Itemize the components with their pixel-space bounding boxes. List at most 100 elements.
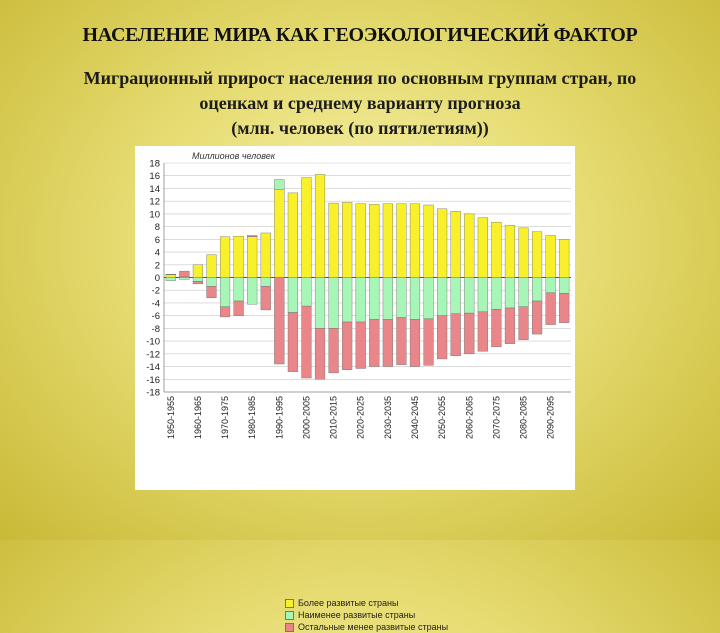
bar-other bbox=[342, 321, 353, 370]
bar-least bbox=[301, 277, 312, 307]
bar-other bbox=[328, 328, 339, 374]
chart-legend: Более развитые страны Наименее развитые с… bbox=[285, 597, 615, 633]
x-tick-label: 2060-2065 bbox=[464, 396, 474, 439]
bar-least bbox=[504, 277, 516, 309]
bar-other bbox=[464, 312, 475, 355]
bar-least bbox=[559, 277, 570, 294]
bar-least bbox=[423, 277, 434, 320]
bar-least bbox=[382, 277, 393, 320]
bar-least bbox=[219, 277, 231, 307]
y-tick-label: 18 bbox=[149, 159, 160, 170]
bar-least bbox=[206, 277, 217, 287]
subtitle-line-1: Миграционный прирост населения по основн… bbox=[83, 68, 637, 88]
legend-item-other: Остальные менее развитые страны bbox=[285, 621, 615, 633]
bar-other bbox=[477, 311, 488, 352]
x-tick-label: 1950-1955 bbox=[166, 396, 176, 439]
bar-developed bbox=[396, 203, 407, 278]
y-tick-label: -8 bbox=[152, 324, 160, 335]
y-tick-label: 6 bbox=[155, 235, 160, 246]
subtitle-line-2: оценкам и среднему варианту прогноза bbox=[199, 93, 521, 113]
legend-label: Более развитые страны bbox=[298, 598, 399, 608]
x-tick-label: 1970-1975 bbox=[220, 396, 230, 439]
bar-other bbox=[504, 307, 516, 344]
y-tick-label: 16 bbox=[149, 171, 160, 182]
legend-swatch bbox=[285, 610, 294, 620]
bar-least bbox=[531, 277, 543, 302]
bar-least bbox=[450, 277, 461, 314]
bar-other bbox=[192, 281, 204, 285]
bar-other bbox=[423, 318, 434, 366]
x-tick-label: 2080-2085 bbox=[519, 396, 529, 439]
bar-least bbox=[464, 277, 475, 314]
bar-other bbox=[314, 328, 326, 380]
bar-developed bbox=[531, 231, 543, 278]
x-tick-label: 1980-1985 bbox=[247, 396, 257, 439]
legend-swatch bbox=[285, 622, 294, 632]
bar-other bbox=[247, 235, 258, 237]
bar-developed bbox=[247, 236, 258, 278]
legend-item-developed: Более развитые страны bbox=[285, 597, 615, 609]
slide-title: НАСЕЛЕНИЕ МИРА КАК ГЕОЭКОЛОГИЧЕСКИЙ ФАКТ… bbox=[82, 24, 638, 46]
bar-other bbox=[409, 319, 421, 367]
bar-developed bbox=[518, 227, 529, 278]
x-tick-label: 2050-2055 bbox=[437, 396, 447, 439]
bar-developed bbox=[409, 203, 421, 278]
legend-label: Наименее развитые страны bbox=[298, 610, 416, 620]
bar-developed bbox=[423, 204, 434, 278]
legend-label: Остальные менее развитые страны bbox=[298, 622, 449, 632]
bar-least bbox=[545, 277, 556, 293]
bar-other bbox=[396, 317, 407, 365]
x-tick-label: 2030-2035 bbox=[383, 396, 393, 439]
bar-least bbox=[396, 277, 407, 318]
bar-other bbox=[165, 274, 176, 276]
bar-other bbox=[301, 305, 312, 379]
bar-developed bbox=[369, 204, 380, 278]
x-tick-label: 1960-1965 bbox=[193, 396, 203, 439]
bar-developed bbox=[545, 235, 556, 278]
bar-developed bbox=[491, 221, 502, 278]
bar-developed bbox=[274, 189, 285, 278]
bar-other bbox=[233, 300, 244, 316]
bar-developed bbox=[206, 254, 217, 278]
bar-least bbox=[409, 277, 421, 320]
y-tick-label: -6 bbox=[152, 311, 160, 322]
bar-least bbox=[328, 277, 339, 329]
subtitle-line-3: (млн. человек (по пятилетиям)) bbox=[231, 118, 489, 138]
bar-least bbox=[192, 277, 204, 282]
bar-developed bbox=[314, 174, 326, 278]
y-tick-label: 4 bbox=[155, 248, 160, 259]
legend-swatch bbox=[285, 598, 294, 608]
bar-least bbox=[247, 277, 258, 305]
bar-developed bbox=[301, 177, 312, 278]
y-tick-label: -4 bbox=[152, 298, 160, 309]
bar-other bbox=[179, 270, 190, 278]
y-tick-label: 12 bbox=[149, 197, 160, 208]
bar-least bbox=[491, 277, 502, 310]
y-tick-label: 10 bbox=[149, 209, 160, 220]
bar-least bbox=[355, 277, 366, 323]
y-tick-label: -10 bbox=[146, 337, 160, 348]
x-tick-label: 1990-1995 bbox=[274, 396, 284, 439]
bar-other bbox=[531, 300, 543, 335]
bar-least bbox=[437, 277, 448, 316]
y-tick-label: -12 bbox=[146, 349, 160, 360]
bar-other bbox=[260, 286, 271, 311]
y-tick-label: -16 bbox=[146, 375, 160, 386]
bar-developed bbox=[287, 192, 298, 278]
bar-least bbox=[260, 277, 271, 287]
bar-other bbox=[274, 277, 285, 365]
bar-developed bbox=[450, 211, 461, 278]
bar-other bbox=[559, 293, 570, 323]
bar-developed bbox=[477, 217, 488, 278]
legend-item-least: Наименее развитые страны bbox=[285, 609, 615, 621]
bar-developed bbox=[192, 264, 204, 278]
x-tick-label: 2020-2025 bbox=[356, 396, 366, 439]
bar-other bbox=[518, 306, 529, 341]
x-tick-label: 2010-2015 bbox=[329, 396, 339, 439]
y-tick-label: -2 bbox=[152, 286, 160, 297]
bar-least bbox=[179, 277, 190, 280]
bar-developed bbox=[382, 203, 393, 278]
bar-least bbox=[274, 179, 285, 190]
bar-developed bbox=[355, 203, 366, 278]
bar-developed bbox=[233, 235, 244, 278]
